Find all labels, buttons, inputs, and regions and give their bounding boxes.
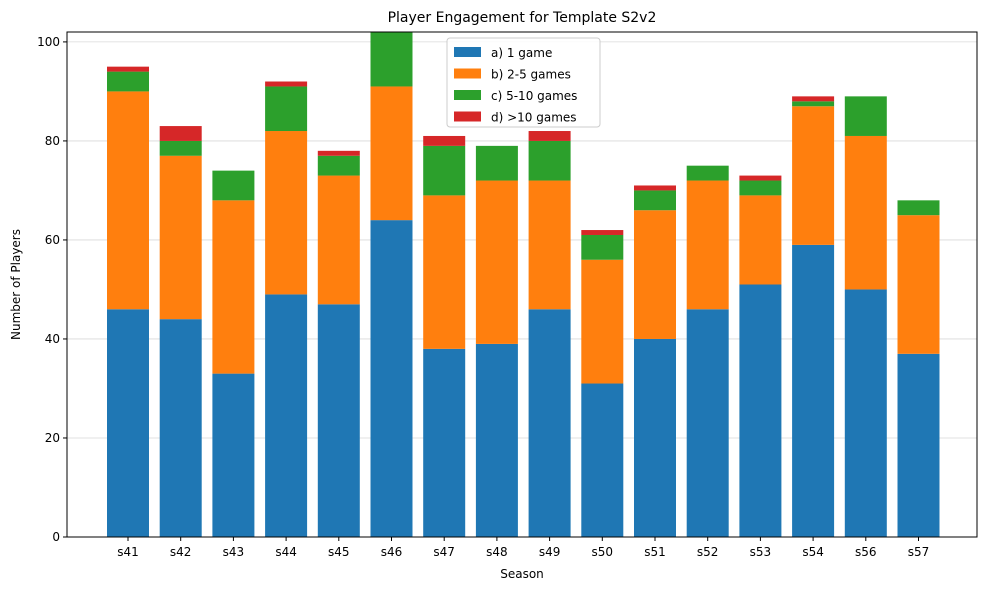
bar-segment-s46-series-2 [370, 86, 413, 221]
x-tick-label: s46 [381, 545, 403, 559]
x-axis-label: Season [500, 567, 544, 581]
bar-segment-s51-series-4 [634, 185, 676, 191]
bar-segment-s47-series-2 [423, 195, 466, 349]
y-tick-label: 60 [45, 233, 60, 247]
legend-box [446, 37, 601, 128]
bar-segment-s43-series-1 [212, 373, 255, 537]
legend-label: c) 5-10 games [491, 89, 577, 103]
legend-swatch [454, 68, 481, 79]
bar-segment-s50-series-1 [581, 383, 624, 537]
bar-segment-s43-series-2 [212, 200, 255, 374]
y-tick-label: 0 [52, 530, 60, 544]
bar-segment-s42-series-4 [159, 126, 202, 141]
x-tick-label: s43 [223, 545, 245, 559]
x-axis-ticks: s41 s42 s43 s44 s45 s46 s47 s48 s49 s50 s51 s52 s53 s… [117, 537, 929, 559]
bar-segment-s57-series-2 [897, 215, 940, 354]
bar-segment-s45-series-1 [317, 304, 360, 537]
bar-segment-s52-series-2 [686, 180, 729, 310]
bar-segment-s52-series-1 [686, 309, 729, 537]
x-tick-label: s52 [697, 545, 719, 559]
bar-segment-s44-series-3 [265, 86, 308, 132]
x-tick-label: s49 [539, 545, 561, 559]
bar-segment-s41-series-3 [107, 71, 149, 92]
bar-segment-s45-series-4 [317, 150, 360, 156]
x-tick-label: s53 [750, 545, 772, 559]
bar-segment-s45-series-2 [317, 175, 360, 305]
x-tick-label: s44 [275, 545, 297, 559]
x-tick-label: s48 [486, 545, 508, 559]
plot-frame [66, 31, 978, 538]
bar-segment-s54-series-3 [792, 101, 835, 107]
bar-segment-s53-series-4 [739, 175, 782, 181]
bar-segment-s54-series-4 [792, 96, 835, 102]
bar-segment-s48-series-3 [475, 145, 518, 181]
x-tick-label: s45 [328, 545, 350, 559]
bar-segment-s54-series-2 [792, 106, 835, 245]
bar-segment-s50-series-4 [581, 230, 624, 235]
legend-label: d) >10 games [491, 111, 577, 125]
y-tick-label: 20 [45, 431, 60, 445]
x-tick-label: s51 [644, 545, 666, 559]
legend-label: a) 1 game [491, 46, 552, 60]
x-tick-label: s50 [592, 545, 614, 559]
bar-segment-s51-series-2 [634, 210, 676, 339]
bar-segment-s47-series-3 [423, 145, 466, 196]
bar-segment-s53-series-1 [739, 284, 782, 537]
bar-segment-s52-series-3 [686, 165, 729, 181]
legend-label: b) 2-5 games [491, 68, 571, 82]
bar-segment-s57-series-1 [897, 353, 940, 537]
x-tick-label: s54 [802, 545, 824, 559]
bar-segment-s56-series-2 [844, 135, 887, 290]
bar-segment-s54-series-1 [792, 244, 835, 537]
bar-segment-s44-series-4 [265, 81, 308, 87]
bar-segment-s45-series-3 [317, 155, 360, 176]
bar-segment-s56-series-3 [844, 96, 887, 136]
bar-segment-s46-series-1 [370, 220, 413, 537]
bar-segment-s42-series-1 [159, 319, 202, 537]
bar-segment-s53-series-3 [739, 180, 782, 196]
bar-segment-s56-series-1 [844, 289, 887, 537]
x-tick-label: s57 [908, 545, 930, 559]
x-tick-label: s56 [855, 545, 877, 559]
bar-segment-s47-series-4 [423, 135, 466, 146]
y-tick-label: 100 [37, 35, 60, 49]
bar-segment-s51-series-1 [634, 338, 676, 537]
chart-title: Player Engagement for Template S2v2 [388, 10, 657, 26]
bar-segment-s50-series-3 [581, 234, 624, 260]
y-tick-label: 80 [45, 134, 60, 148]
bar-segment-s48-series-1 [475, 343, 518, 537]
bar-segment-s57-series-3 [897, 200, 940, 216]
y-axis-ticks: 0 20 40 60 80 100 [37, 35, 67, 544]
bar-segment-s49-series-4 [528, 131, 571, 141]
legend: a) 1 game b) 2-5 games c) 5-10 games d) >10… [446, 37, 601, 128]
bar-segment-s41-series-4 [107, 66, 149, 72]
x-tick-label: s47 [433, 545, 455, 559]
legend-swatch [454, 47, 481, 57]
bar-segment-s42-series-2 [159, 155, 202, 320]
bar-segment-s41-series-2 [107, 91, 149, 310]
x-tick-label: s42 [170, 545, 192, 559]
bar-segment-s44-series-1 [265, 294, 308, 537]
y-axis-label: Number of Players [9, 229, 23, 340]
legend-swatch [454, 90, 481, 100]
bar-segment-s44-series-2 [265, 131, 308, 295]
bar-segment-s43-series-3 [212, 170, 255, 201]
bar-segment-s42-series-3 [159, 140, 202, 156]
bar-segment-s51-series-3 [634, 190, 676, 211]
bars [107, 32, 940, 537]
legend-swatch [454, 111, 481, 122]
bar-segment-s47-series-1 [423, 348, 466, 537]
bar-segment-s49-series-1 [528, 309, 571, 537]
bar-segment-s50-series-2 [581, 259, 624, 384]
y-tick-label: 40 [45, 332, 60, 346]
x-tick-label: s41 [117, 545, 139, 559]
bar-segment-s48-series-2 [475, 180, 518, 344]
bar-segment-s46-series-3 [370, 32, 413, 87]
bar-segment-s53-series-2 [739, 195, 782, 285]
bar-segment-s49-series-3 [528, 140, 571, 181]
bar-segment-s41-series-1 [107, 309, 149, 537]
bar-segment-s49-series-2 [528, 180, 571, 310]
